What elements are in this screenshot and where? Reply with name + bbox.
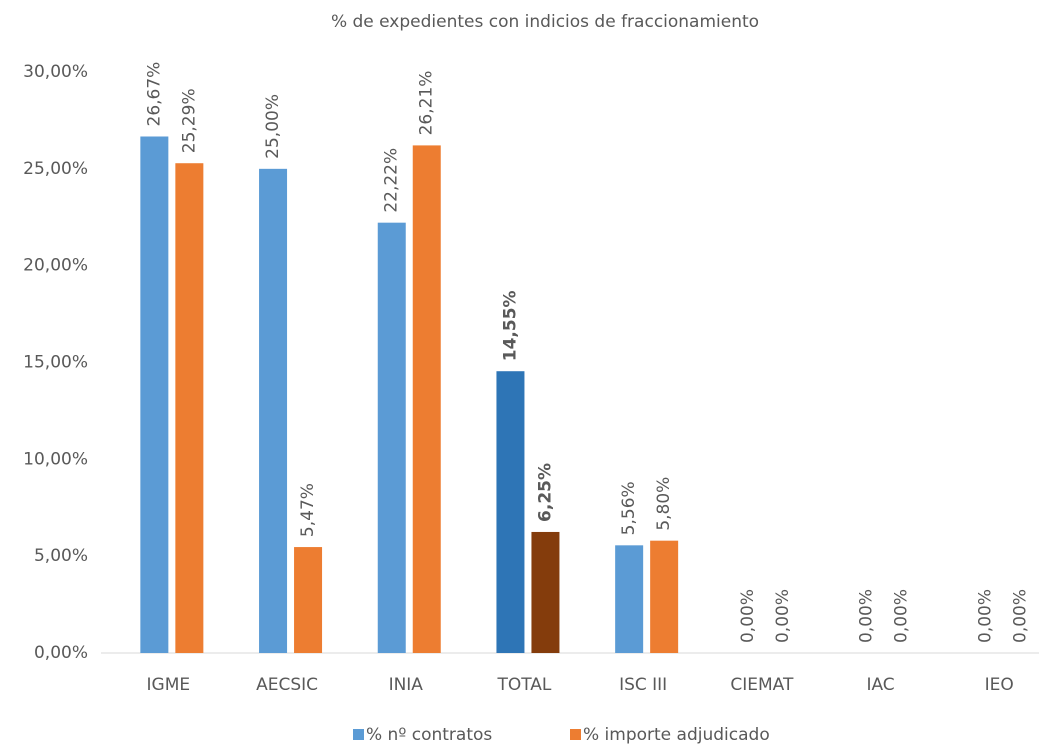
bar <box>412 145 441 654</box>
bar <box>294 547 323 653</box>
x-tick-label: CIEMAT <box>730 675 794 695</box>
bar <box>496 371 525 653</box>
value-label: 0,00% <box>975 589 995 643</box>
bar <box>615 545 644 653</box>
x-tick-label: AECSIC <box>256 675 318 695</box>
bar <box>140 136 169 654</box>
value-label: 14,55% <box>500 290 520 361</box>
y-tick-label: 30,00% <box>23 62 88 82</box>
x-tick-label: IGME <box>147 675 191 695</box>
x-tick-label: TOTAL <box>496 675 551 695</box>
x-tick-label: IAC <box>866 675 894 695</box>
x-tick-label: ISC III <box>619 675 667 695</box>
y-tick-label: 10,00% <box>23 449 88 469</box>
bar <box>377 222 406 653</box>
value-label: 0,00% <box>1010 589 1030 643</box>
legend-swatch <box>353 729 364 740</box>
legend-label: % importe adjudicado <box>583 725 770 745</box>
legend-label: % nº contratos <box>366 725 492 745</box>
chart-title: % de expedientes con indicios de fraccio… <box>331 12 759 32</box>
legend-swatch <box>570 729 581 740</box>
x-tick-label: IEO <box>985 675 1014 695</box>
value-label: 22,22% <box>382 148 402 213</box>
x-tick-label: INIA <box>389 675 424 695</box>
value-label: 0,00% <box>892 589 912 643</box>
y-tick-label: 20,00% <box>23 256 88 276</box>
value-label: 26,21% <box>417 71 437 136</box>
y-tick-label: 0,00% <box>34 643 88 663</box>
value-label: 5,47% <box>298 483 318 537</box>
y-tick-label: 25,00% <box>23 159 88 179</box>
value-label: 26,67% <box>144 62 164 127</box>
bar <box>650 540 679 653</box>
bar <box>175 163 204 654</box>
value-label: 0,00% <box>738 589 758 643</box>
y-tick-label: 15,00% <box>23 353 88 373</box>
value-label: 0,00% <box>773 589 793 643</box>
value-label: 25,29% <box>179 88 199 153</box>
value-label: 25,00% <box>263 94 283 159</box>
value-label: 6,25% <box>535 463 555 522</box>
y-tick-label: 5,00% <box>34 546 88 566</box>
value-label: 5,80% <box>654 477 674 531</box>
value-label: 0,00% <box>857 589 877 643</box>
bar <box>531 531 560 653</box>
value-label: 5,56% <box>619 481 639 535</box>
bar <box>259 168 288 654</box>
